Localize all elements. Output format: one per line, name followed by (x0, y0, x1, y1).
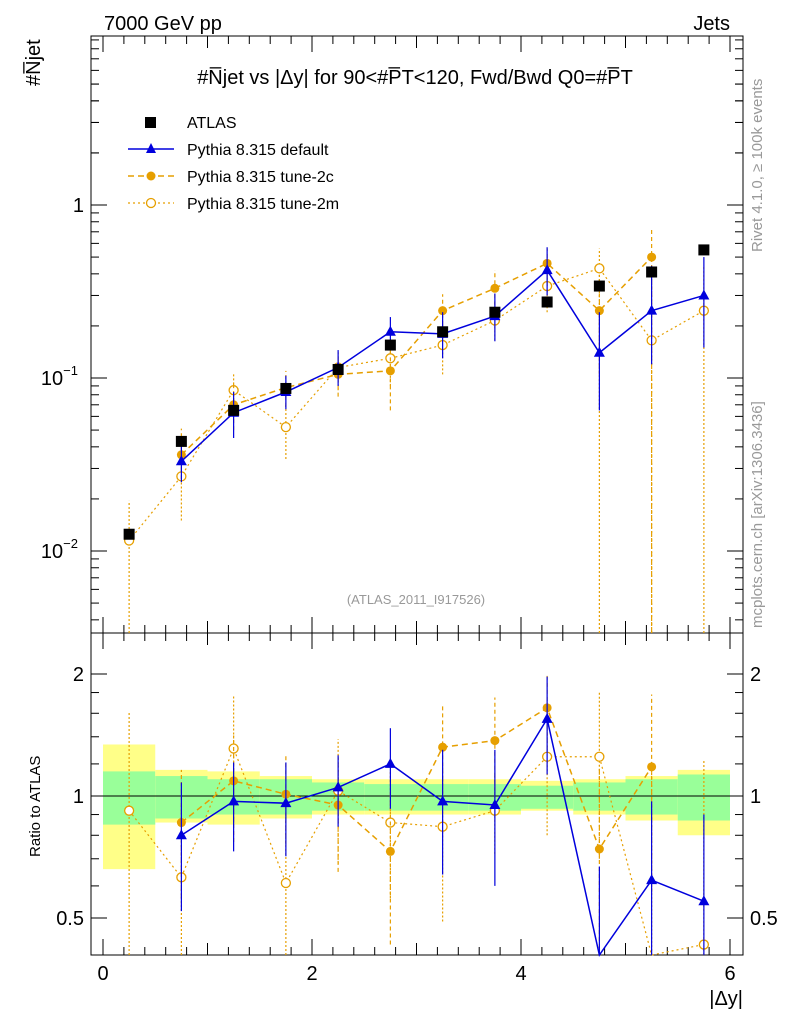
legend-tune2m-marker (145, 197, 157, 209)
ratio-series-layer (123, 674, 710, 957)
legend: ATLAS Pythia 8.315 default Pythia 8.315 … (128, 115, 339, 213)
rivet-label: Rivet 4.1.0, ≥ 100k events (749, 79, 766, 252)
data-point-tune2c (647, 252, 657, 262)
y-tick-label-exp: −2 (63, 536, 78, 551)
data-point-atlas (384, 339, 396, 351)
data-point-default (384, 325, 396, 336)
source-label: mcplots.cern.ch [arXiv:1306.3436] (749, 401, 766, 628)
data-point-default (593, 346, 605, 357)
legend-default-marker (146, 143, 156, 153)
ratio-point-default (489, 799, 501, 810)
ratio-point-default (280, 797, 292, 808)
legend-tune2m-label: Pythia 8.315 tune-2m (187, 196, 339, 213)
series-atlas (123, 244, 710, 540)
legend-atlas-label: ATLAS (187, 115, 237, 132)
ratio-uncertainty-bands (91, 744, 743, 870)
data-point-atlas (437, 326, 449, 338)
main-series-layer (123, 229, 710, 633)
data-point-default (175, 455, 187, 466)
process-label: Jets (693, 13, 730, 35)
y-axis-label-main: #N̅jet (22, 39, 45, 86)
y-tick-label-ratio-right: 2 (750, 664, 761, 686)
ratio-point-tune2m (280, 877, 292, 889)
ratio-point-default (541, 712, 553, 723)
legend-tune2c-marker (146, 171, 156, 181)
ratio-point-default (437, 795, 449, 806)
y-tick-label-ratio-right: 0.5 (750, 908, 778, 930)
ratio-line-tune2m (128, 746, 704, 956)
ratio-point-default (646, 874, 658, 885)
ratio-point-default (175, 829, 187, 840)
data-point-default (541, 264, 553, 275)
series-line-tune2m (128, 267, 705, 541)
ratio-point-tune2c (385, 846, 395, 856)
data-point-atlas (593, 280, 605, 292)
series-line-tune2c (180, 256, 653, 456)
legend-default-label: Pythia 8.315 default (187, 142, 329, 159)
axis-ticks: 110−110−20.5 0.51 12 20 2 4 6 (41, 36, 778, 985)
series-tune2m (123, 248, 710, 633)
y-tick-label-ratio-right: 1 (750, 786, 761, 808)
plot-title: #N̅jet vs |Δy| for 90<#P̅T<120, Fwd/Bwd … (197, 66, 633, 89)
x-tick-label: 0 (97, 963, 108, 985)
y-tick-label-ratio: 1 (73, 786, 84, 808)
ratio-point-default (384, 757, 396, 768)
legend-tune2c-label: Pythia 8.315 tune-2c (187, 169, 334, 186)
ratio-point-tune2m (123, 805, 135, 816)
ratio-series-default (175, 676, 710, 957)
data-point-atlas (698, 244, 710, 256)
ratio-point-default (228, 795, 240, 806)
x-axis-label: |Δy| (709, 988, 743, 1010)
ratio-point-tune2c (438, 742, 448, 752)
data-point-tune2c (385, 366, 395, 376)
y-tick-label-ratio: 0.5 (56, 908, 84, 930)
x-tick-label: 2 (306, 963, 317, 985)
ratio-point-tune2m (594, 751, 605, 762)
ratio-point-default (698, 895, 710, 906)
ratio-band-inner (521, 785, 574, 809)
y-tick-label-exp: −1 (63, 363, 78, 378)
ratio-point-tune2c (490, 736, 500, 746)
data-point-tune2m (280, 421, 292, 433)
data-point-atlas (228, 404, 240, 416)
data-point-atlas (280, 382, 292, 394)
energy-label: 7000 GeV pp (104, 13, 222, 35)
data-point-atlas (123, 528, 135, 540)
data-point-tune2c (594, 306, 604, 316)
analysis-label: (ATLAS_2011_I917526) (347, 592, 485, 607)
x-tick-label: 4 (515, 963, 526, 985)
y-tick-label-main: 10−2 (41, 536, 78, 563)
data-point-atlas (332, 363, 344, 375)
data-point-atlas (175, 435, 187, 447)
x-tick-label: 6 (724, 963, 735, 985)
y-tick-label-base: 10 (41, 368, 63, 390)
y-axis-label-ratio: Ratio to ATLAS (27, 756, 44, 857)
ratio-point-tune2c (647, 762, 657, 772)
data-point-default (698, 289, 710, 300)
data-point-default (646, 304, 658, 315)
data-point-atlas (489, 306, 501, 318)
legend-atlas-marker (145, 117, 156, 128)
data-point-atlas (646, 266, 658, 278)
y-tick-label-main: 10−1 (41, 363, 78, 390)
ratio-point-default (332, 781, 344, 792)
series-tune2c (176, 229, 657, 633)
data-point-atlas (541, 296, 553, 308)
data-point-tune2c (490, 283, 500, 293)
data-point-tune2m (594, 263, 605, 274)
ratio-line-tune2c (180, 706, 653, 853)
data-point-tune2c (438, 306, 448, 316)
ratio-point-tune2c (594, 844, 604, 854)
y-tick-label-ratio: 2 (73, 664, 84, 686)
y-tick-label-main: 1 (73, 195, 84, 217)
y-tick-label-base: 10 (41, 541, 63, 563)
